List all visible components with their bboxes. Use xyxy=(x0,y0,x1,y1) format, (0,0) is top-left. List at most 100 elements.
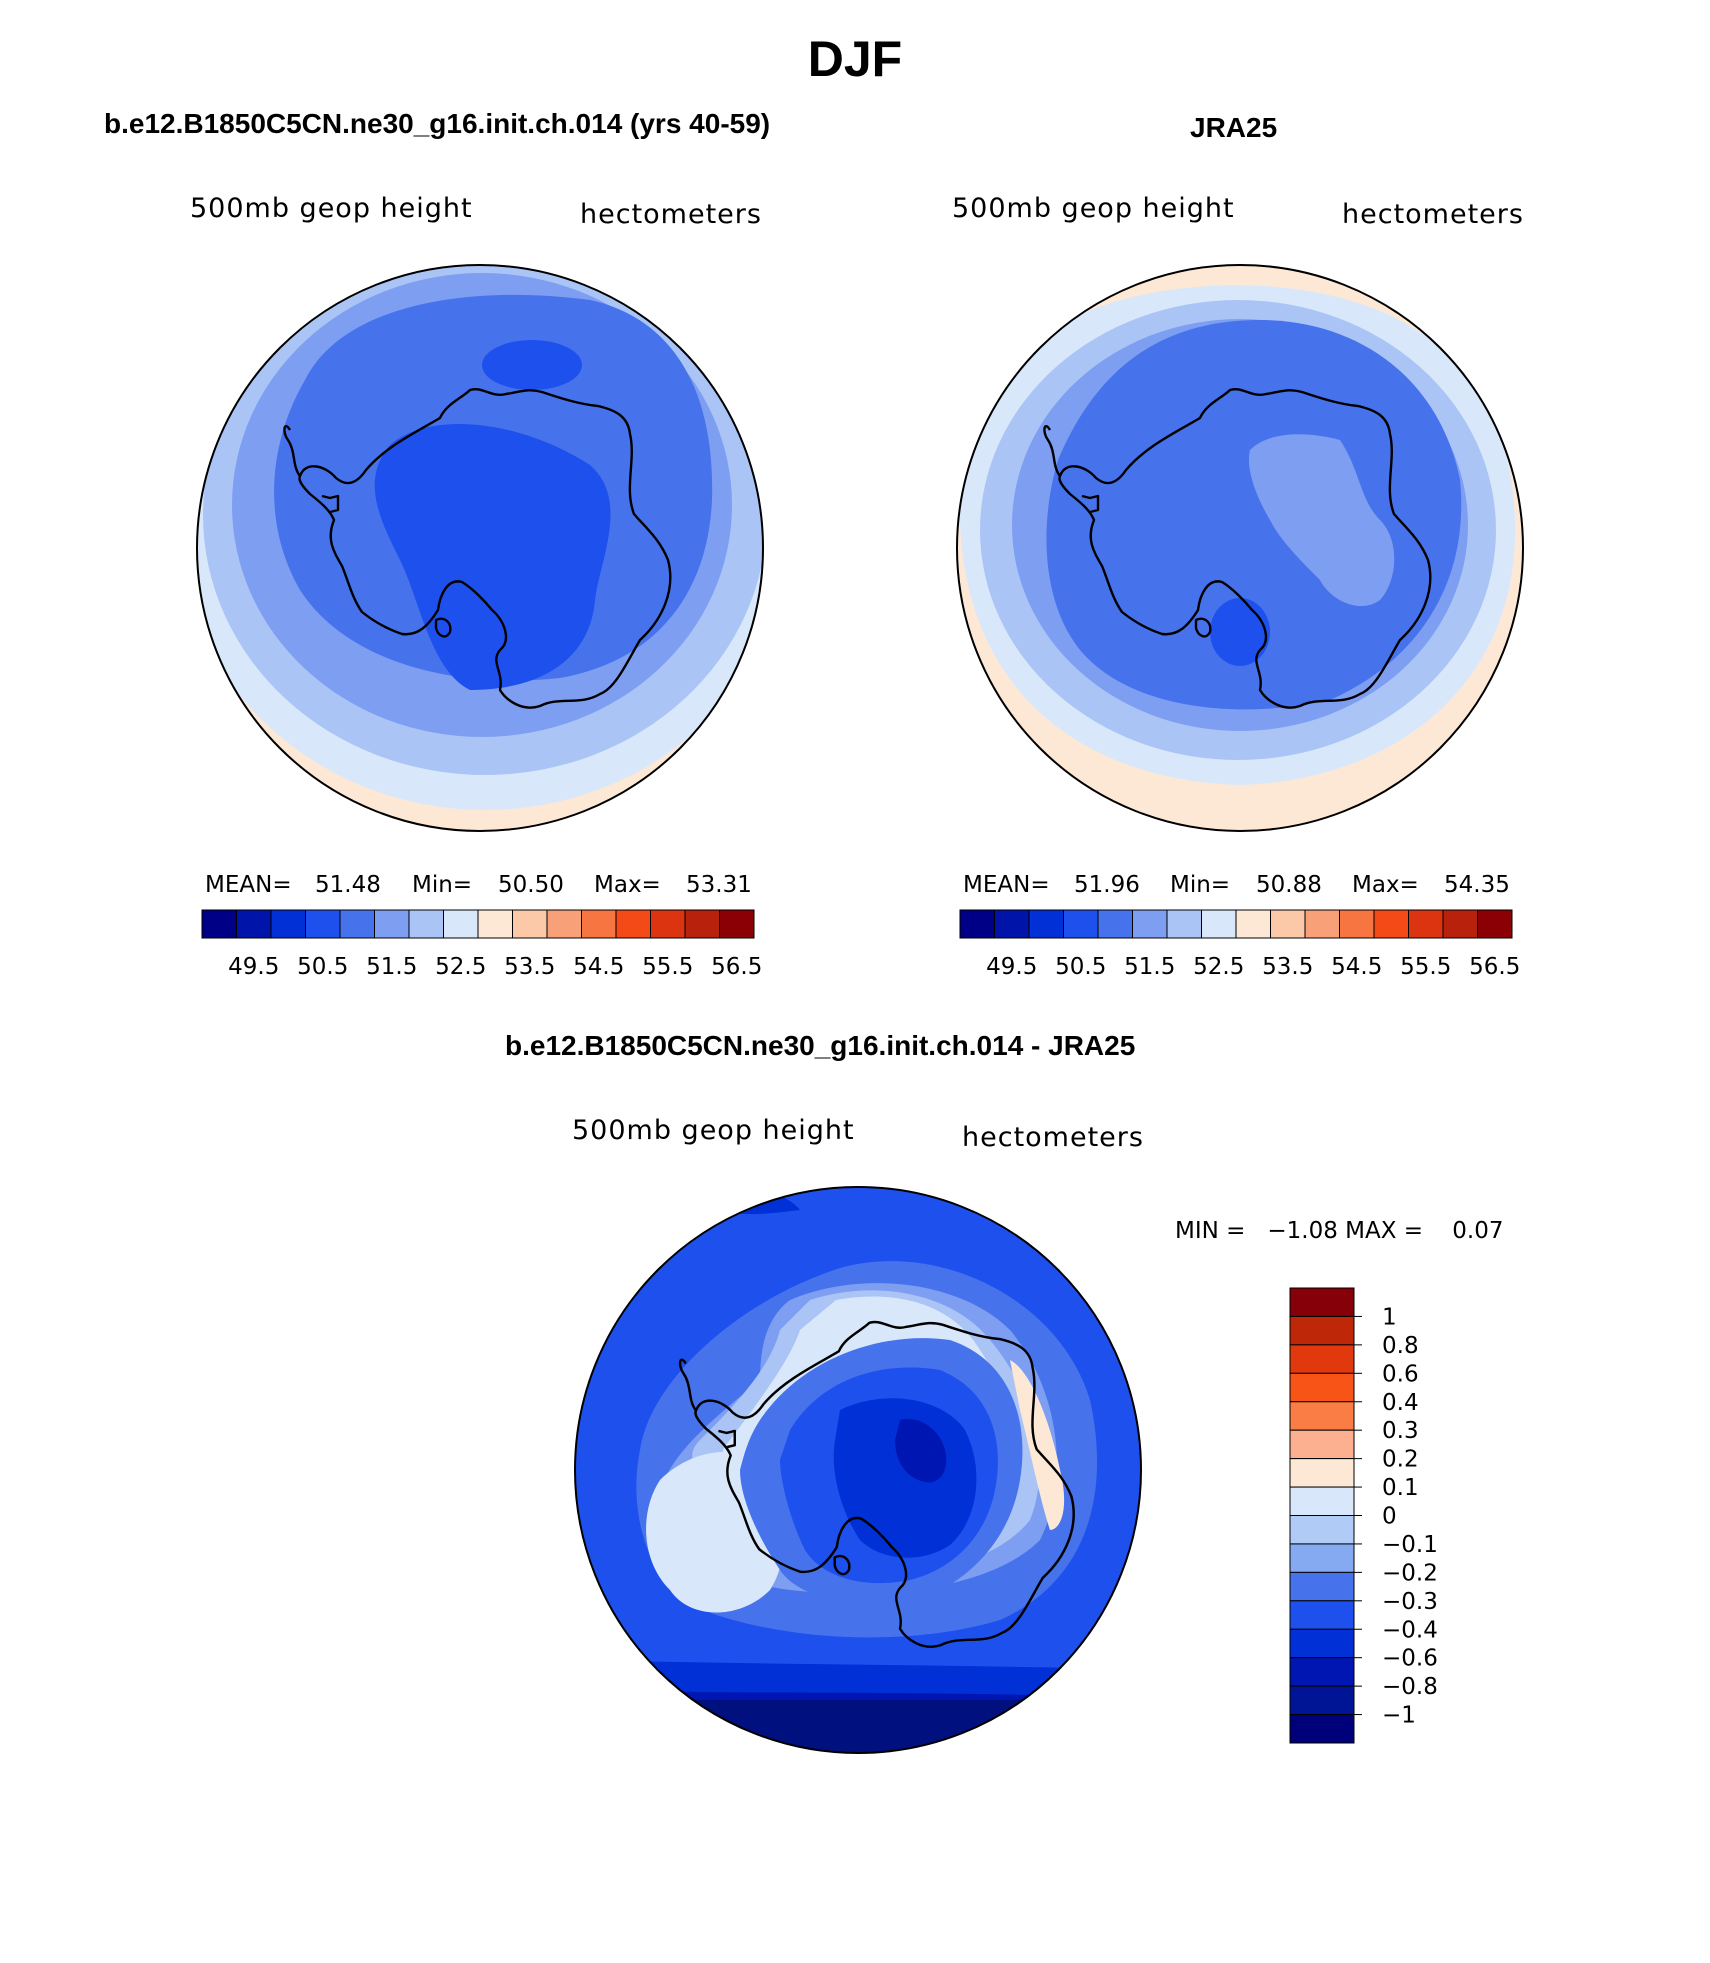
diff-colorbar-tick-label: 0.3 xyxy=(1382,1418,1419,1444)
model-units-label: hectometers xyxy=(580,199,762,230)
obs-colorbar-tick-label: 49.5 xyxy=(986,954,1037,980)
map-fill xyxy=(895,1419,947,1483)
map-fill xyxy=(1248,434,1395,607)
obs-max-label: Max= xyxy=(1352,872,1419,898)
model-colorbar-box xyxy=(236,909,272,939)
obs-colorbar-box xyxy=(1477,909,1513,939)
model-colorbar-tick-label: 50.5 xyxy=(297,954,348,980)
model-colorbar-tick-label: 51.5 xyxy=(366,954,417,980)
obs-colorbar-box xyxy=(994,909,1030,939)
model-colorbar-box xyxy=(374,909,410,939)
diff-colorbar-box xyxy=(1289,1287,1355,1317)
obs-max-value: 54.35 xyxy=(1444,872,1510,898)
diff-colorbar-box xyxy=(1289,1458,1355,1488)
diff-colorbar-box xyxy=(1289,1628,1355,1659)
obs-colorbar-box xyxy=(1166,909,1202,939)
model-colorbar-box xyxy=(684,909,720,939)
obs-colorbar-box xyxy=(1097,909,1133,939)
obs-colorbar-tick-label: 50.5 xyxy=(1055,954,1106,980)
model-max-label: Max= xyxy=(594,872,661,898)
model-panel-title: b.e12.B1850C5CN.ne30_g16.init.ch.014 (yr… xyxy=(104,108,771,139)
model-max-value: 53.31 xyxy=(686,872,752,898)
obs-colorbar-tick-label: 56.5 xyxy=(1469,954,1520,980)
model-colorbar-tick-label: 55.5 xyxy=(642,954,693,980)
obs-units-label: hectometers xyxy=(1342,199,1524,230)
obs-panel-title: JRA25 xyxy=(1190,112,1278,143)
antarctica-coastline xyxy=(678,1320,1075,1648)
model-colorbar-box xyxy=(201,909,237,939)
obs-colorbar-box xyxy=(1235,909,1271,939)
model-colorbar-box xyxy=(719,909,755,939)
diff-colorbar-box xyxy=(1289,1571,1355,1602)
obs-colorbar-box xyxy=(1270,909,1306,939)
diff-colorbar-tick-label: 0.8 xyxy=(1382,1333,1419,1359)
diff-colorbar-box xyxy=(1289,1600,1355,1630)
diff-colorbar-box xyxy=(1289,1714,1355,1744)
diff-colorbar: 1 0.80.6 0.40.3 0.20.1 0−0.1−0.2 −0.3−0.4 −0.6… xyxy=(1289,1287,1438,1744)
antarctica-coastline xyxy=(283,387,672,709)
diff-colorbar-box xyxy=(1289,1344,1355,1374)
diff-colorbar-tick-label: 1 xyxy=(1382,1304,1397,1330)
obs-colorbar-tick-label: 55.5 xyxy=(1400,954,1451,980)
map-fill xyxy=(482,340,582,390)
model-colorbar-box xyxy=(650,909,686,939)
obs-colorbar-box xyxy=(1201,909,1237,939)
model-colorbar-box xyxy=(270,909,306,939)
diff-colorbar-box xyxy=(1289,1685,1355,1716)
diff-colorbar-tick-label: −0.2 xyxy=(1382,1560,1438,1586)
model-colorbar-box xyxy=(546,909,582,939)
model-colorbar-tick-label: 49.5 xyxy=(228,954,279,980)
map-fill xyxy=(1010,1360,1065,1530)
obs-colorbar-box xyxy=(1304,909,1340,939)
model-map xyxy=(196,264,764,832)
antarctica-coastline xyxy=(1043,387,1432,709)
map-fill xyxy=(1046,320,1462,710)
obs-map xyxy=(956,264,1524,832)
diff-colorbar-tick-label: 0.6 xyxy=(1382,1361,1419,1387)
diff-units-label: hectometers xyxy=(962,1122,1144,1153)
obs-colorbar-box xyxy=(1063,909,1099,939)
map-fill xyxy=(1000,1197,1120,1240)
diff-colorbar-tick-label: −0.4 xyxy=(1382,1617,1438,1643)
obs-min-value: 50.88 xyxy=(1256,872,1322,898)
diff-colorbar-box xyxy=(1289,1315,1355,1346)
diff-variable-label: 500mb geop height xyxy=(572,1115,855,1146)
diff-colorbar-box xyxy=(1289,1515,1355,1545)
model-variable-label: 500mb geop height xyxy=(190,193,473,224)
diff-colorbar-box xyxy=(1289,1486,1355,1516)
obs-colorbar-box xyxy=(1408,909,1444,939)
diff-map xyxy=(574,1186,1142,1754)
model-min-label: Min= xyxy=(412,872,473,898)
diff-panel-title: b.e12.B1850C5CN.ne30_g16.init.ch.014 - J… xyxy=(505,1030,1136,1061)
obs-colorbar-tick-label: 54.5 xyxy=(1331,954,1382,980)
diff-colorbar-tick-label: 0.2 xyxy=(1382,1447,1419,1473)
diff-colorbar-tick-label: 0.1 xyxy=(1382,1475,1419,1501)
obs-colorbar-tick-label: 53.5 xyxy=(1262,954,1313,980)
obs-mean-value: 51.96 xyxy=(1074,872,1140,898)
model-colorbar-tick-label: 54.5 xyxy=(573,954,624,980)
diff-colorbar-box xyxy=(1289,1657,1355,1687)
model-colorbar: 49.5 50.5 51.5 52.5 53.5 54.5 55.5 56.5 xyxy=(201,909,762,980)
obs-colorbar-box xyxy=(1442,909,1478,939)
diff-colorbar-tick-label: −0.3 xyxy=(1382,1589,1438,1615)
model-min-value: 50.50 xyxy=(498,872,564,898)
obs-colorbar-tick-label: 51.5 xyxy=(1124,954,1175,980)
diff-minmax-text: MIN = −1.08 MAX = 0.07 xyxy=(1175,1218,1504,1244)
model-colorbar-tick-label: 53.5 xyxy=(504,954,555,980)
diff-colorbar-tick-label: −0.8 xyxy=(1382,1674,1438,1700)
model-colorbar-box xyxy=(408,909,444,939)
diff-colorbar-box xyxy=(1289,1372,1355,1403)
obs-colorbar-box xyxy=(959,909,995,939)
obs-colorbar-box xyxy=(1132,909,1168,939)
model-mean-label: MEAN= xyxy=(205,872,292,898)
diff-colorbar-box xyxy=(1289,1543,1355,1573)
model-colorbar-tick-label: 52.5 xyxy=(435,954,486,980)
diff-colorbar-box xyxy=(1289,1401,1355,1431)
obs-colorbar-box xyxy=(1028,909,1064,939)
model-colorbar-box xyxy=(477,909,513,939)
obs-colorbar-box xyxy=(1339,909,1375,939)
diff-colorbar-tick-label: −0.6 xyxy=(1382,1646,1438,1672)
obs-variable-label: 500mb geop height xyxy=(952,193,1235,224)
diff-colorbar-tick-label: 0.4 xyxy=(1382,1390,1419,1416)
map-fill xyxy=(374,423,611,690)
